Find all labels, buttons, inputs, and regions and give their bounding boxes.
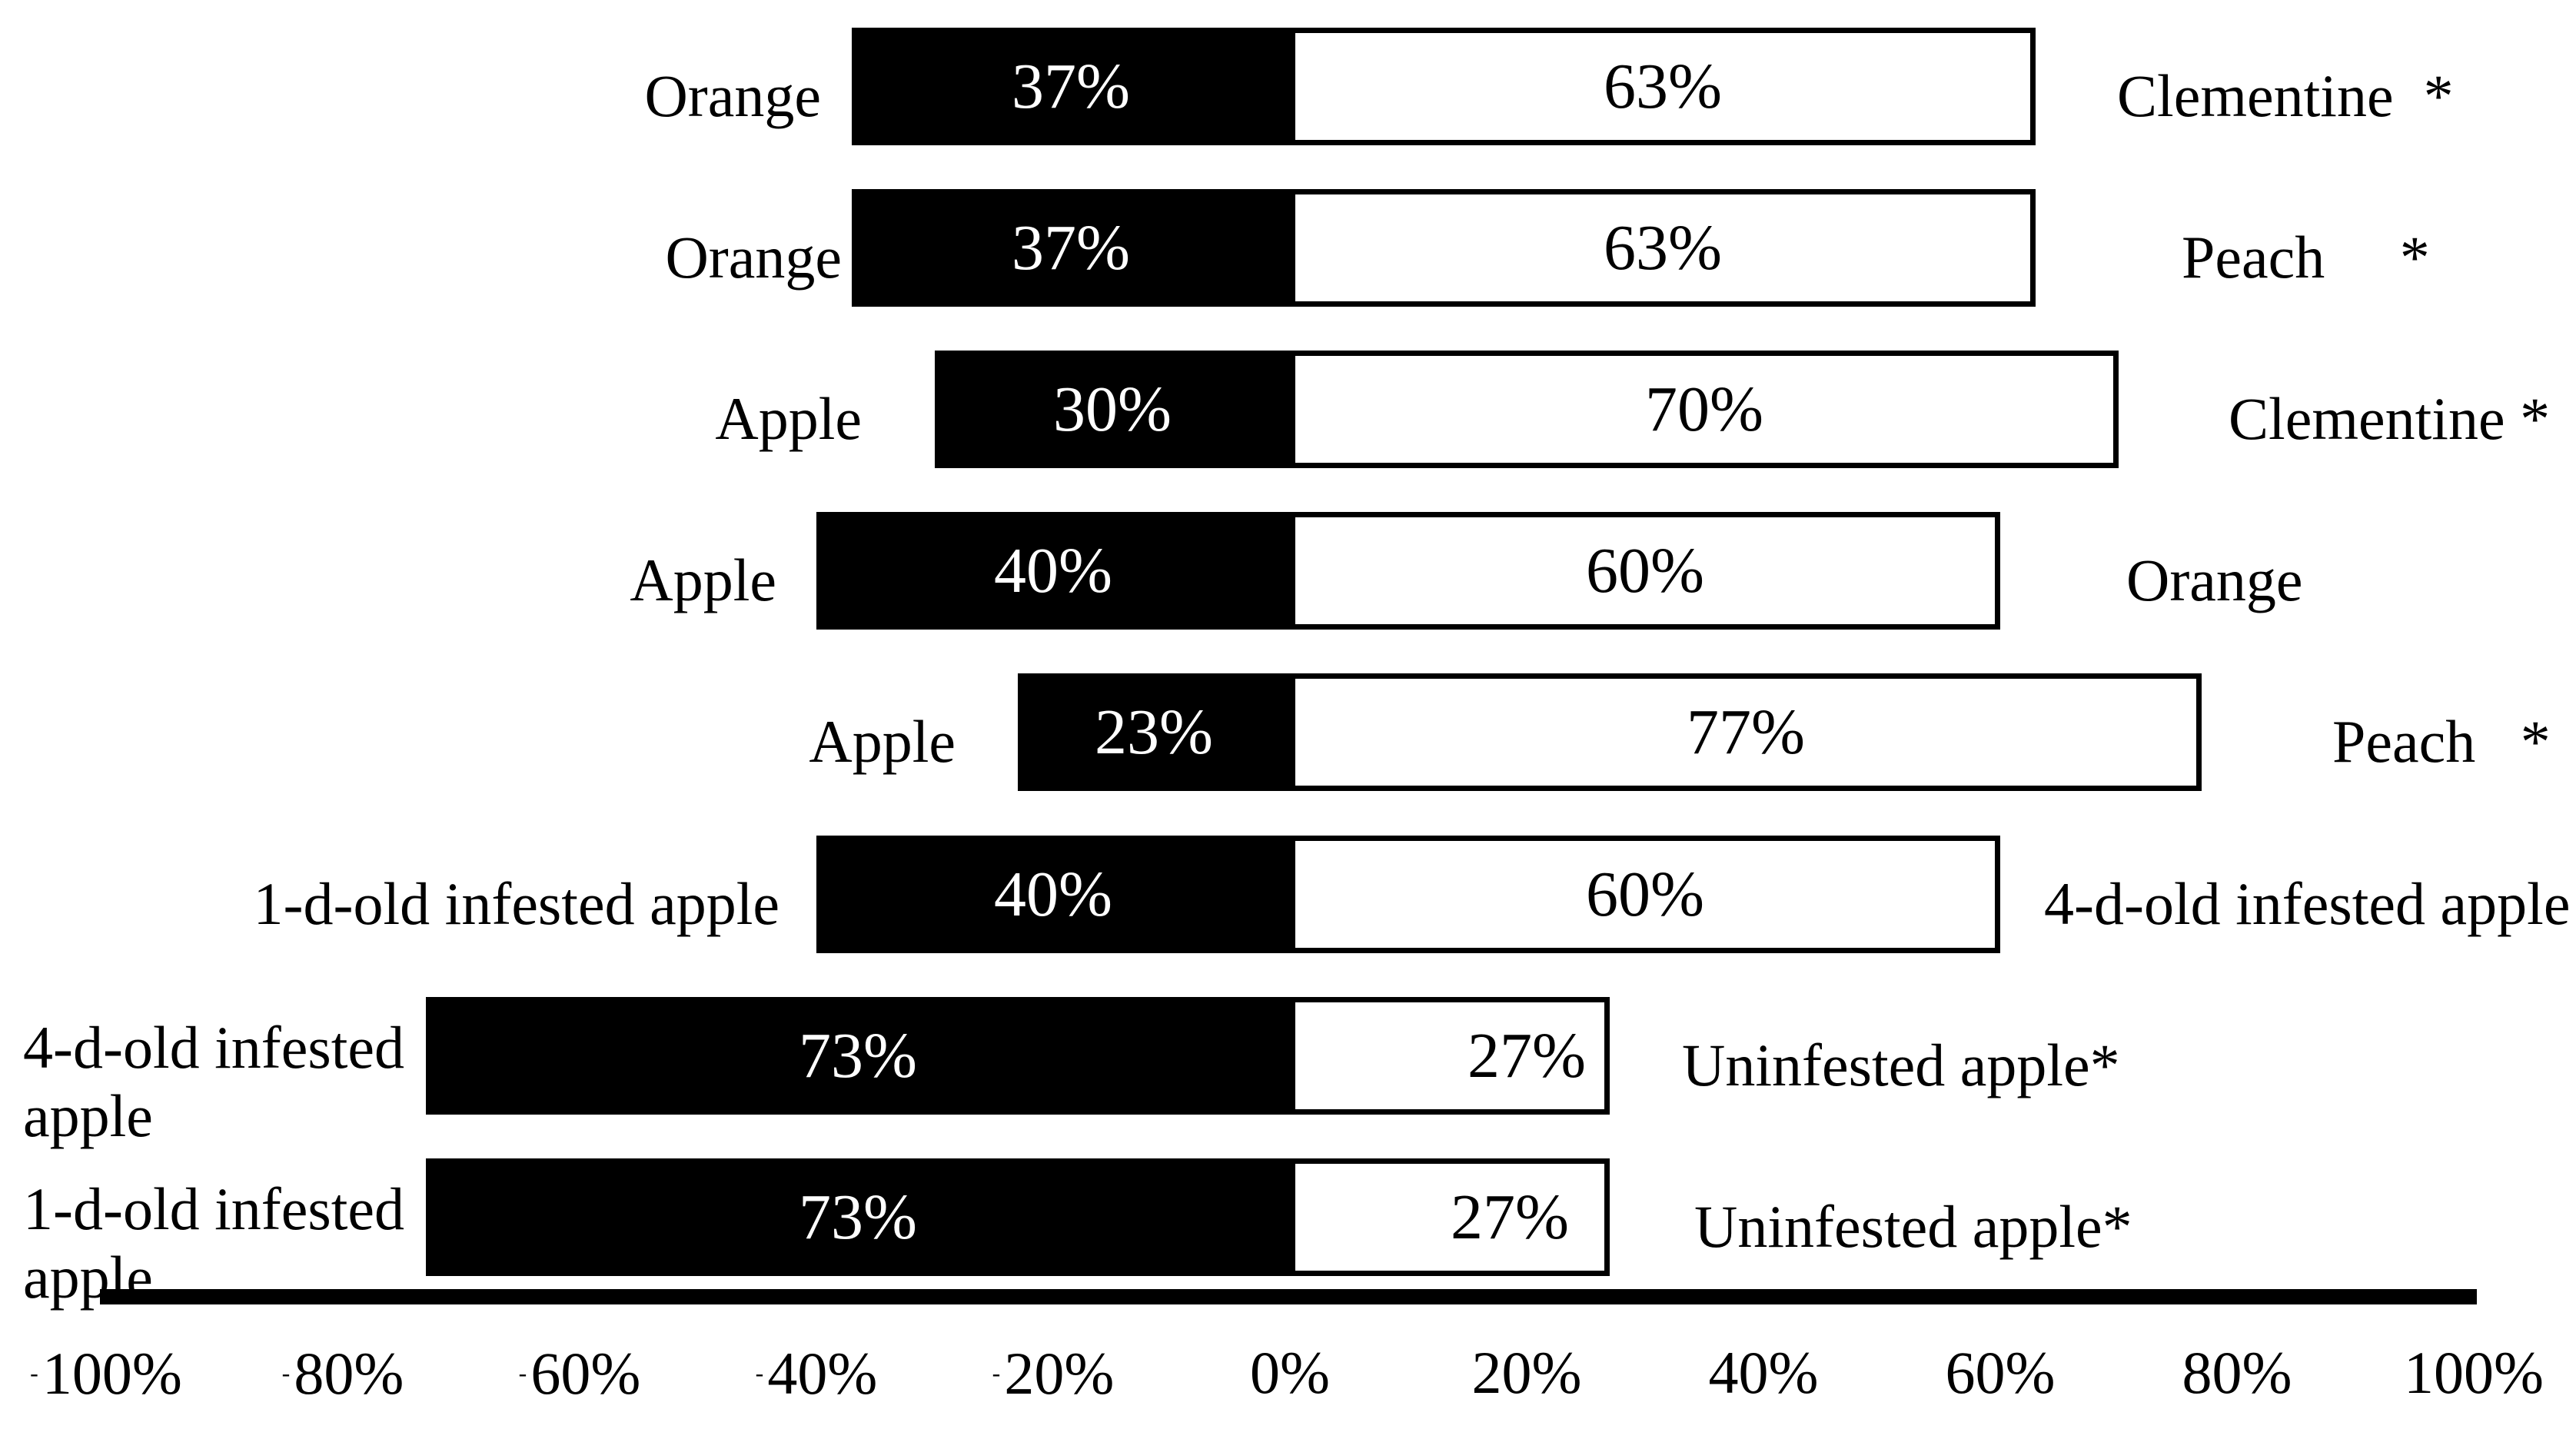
bar-black-segment: 23% <box>1018 673 1290 791</box>
row-label-right-significant: Peach * <box>2182 223 2430 291</box>
row-label-right-significant: Uninfested apple* <box>1682 1031 2120 1098</box>
bar-value-white: 27% <box>1451 1181 1569 1253</box>
x-axis-tick-label: 0% <box>1250 1339 1330 1406</box>
row-label-right-significant: Peach * <box>2332 707 2551 775</box>
bar-white-segment: 63% <box>1290 28 2036 145</box>
bar-white-segment: 63% <box>1290 189 2036 307</box>
x-axis-tick-label: 100% <box>2404 1339 2544 1406</box>
bar-value-black: 40% <box>994 535 1112 606</box>
x-axis-line <box>100 1289 2477 1304</box>
bar-value-black: 23% <box>1095 696 1213 768</box>
bar-white-segment: 27% <box>1290 1158 1610 1276</box>
bar-value-white: 60% <box>1586 859 1704 930</box>
bar-value-white: 60% <box>1586 535 1704 606</box>
bar-white-segment: 60% <box>1290 836 2000 953</box>
bar-white-segment: 77% <box>1290 673 2202 791</box>
x-axis-tick-label: -80% <box>281 1340 404 1407</box>
bar-value-white: 63% <box>1604 212 1722 284</box>
row-label-right-significant: Clementine * <box>2229 384 2551 452</box>
bar-black-segment: 73% <box>426 1158 1290 1276</box>
row-label-right: Orange <box>2126 546 2303 613</box>
row-label-left: 4-d-old infested apple <box>23 1014 405 1149</box>
minus-sign: - <box>281 1359 292 1387</box>
bar-value-white: 70% <box>1645 374 1763 445</box>
x-axis-tick-label: 20% <box>1471 1339 1582 1406</box>
x-axis-tick-label: 80% <box>2182 1339 2292 1406</box>
minus-sign: - <box>30 1359 40 1387</box>
bar-value-white: 63% <box>1604 51 1722 122</box>
x-axis-tick-label: -100% <box>30 1340 182 1407</box>
row-label-left: Apple <box>715 384 862 452</box>
bar-black-segment: 73% <box>426 997 1290 1115</box>
x-axis-tick-label: 60% <box>1945 1339 2056 1406</box>
minus-sign: - <box>755 1359 766 1387</box>
row-label-left: 1-d-old infested apple <box>23 1175 405 1311</box>
row-label-left: 1-d-old infested apple <box>253 869 779 937</box>
x-axis-tick-label: -40% <box>755 1340 878 1407</box>
minus-sign: - <box>992 1359 1002 1387</box>
bar-black-segment: 30% <box>935 351 1290 468</box>
bar-value-white: 77% <box>1687 696 1805 768</box>
bar-white-segment: 60% <box>1290 512 2000 630</box>
x-axis-tick-label: -60% <box>518 1340 641 1407</box>
bar-value-black: 37% <box>1012 212 1130 284</box>
bar-value-black: 30% <box>1053 374 1172 445</box>
x-axis-tick-label: -20% <box>992 1340 1115 1407</box>
x-axis-tick-label: 40% <box>1708 1339 1819 1406</box>
minus-sign: - <box>518 1359 529 1387</box>
row-label-left: Apple <box>630 546 776 613</box>
bar-value-black: 40% <box>994 859 1112 930</box>
bar-value-black: 73% <box>799 1020 917 1092</box>
row-label-right-significant: Uninfested apple* <box>1694 1192 2132 1260</box>
row-label-left: Orange <box>644 61 821 129</box>
row-label-right-significant: Clementine * <box>2117 61 2454 129</box>
bar-value-black: 37% <box>1012 51 1130 122</box>
bar-black-segment: 40% <box>816 512 1290 630</box>
bar-white-segment: 27% <box>1290 997 1610 1115</box>
bar-white-segment: 70% <box>1290 351 2119 468</box>
bar-black-segment: 40% <box>816 836 1290 953</box>
row-label-left: Apple <box>809 707 956 775</box>
row-label-right: 4-d-old infested apple <box>2044 869 2571 937</box>
bar-value-white: 27% <box>1467 1020 1586 1092</box>
bar-value-black: 73% <box>799 1181 917 1253</box>
bar-black-segment: 37% <box>852 28 1290 145</box>
bar-black-segment: 37% <box>852 189 1290 307</box>
row-label-left: Orange <box>665 223 842 291</box>
